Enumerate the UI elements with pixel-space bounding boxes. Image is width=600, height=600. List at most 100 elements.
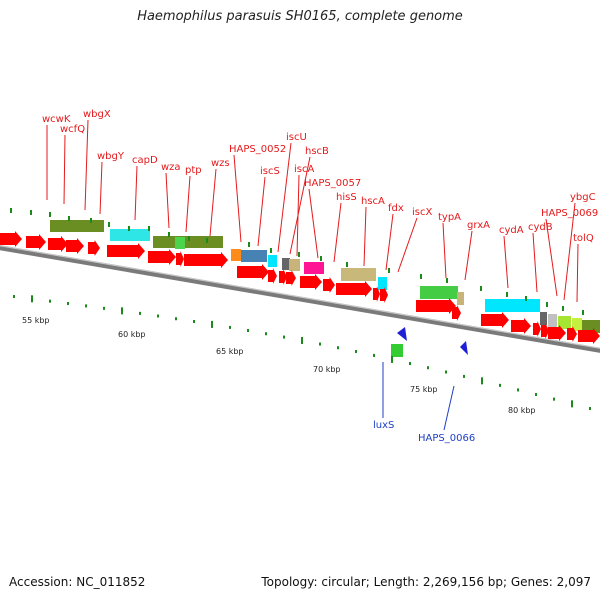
gene-arrow bbox=[286, 270, 296, 286]
scale-label: 75 kbp bbox=[410, 385, 438, 394]
leader-HAPS_0052 bbox=[233, 154, 242, 243]
gene-arrow bbox=[107, 243, 145, 259]
leader-typA bbox=[442, 222, 447, 279]
leader-hscA bbox=[363, 206, 367, 267]
label-wzs: wzs bbox=[211, 158, 230, 169]
feature-tan-typA bbox=[457, 292, 464, 305]
leader-cydB bbox=[532, 232, 538, 293]
gene-arrow bbox=[268, 268, 277, 284]
minor-tick bbox=[175, 317, 177, 321]
label-HAPS_0069: HAPS_0069 bbox=[541, 208, 598, 219]
feature-luxS-green bbox=[391, 344, 403, 357]
feature-marker bbox=[562, 306, 564, 311]
gene-arrow bbox=[88, 240, 100, 256]
scale-label: 60 kbp bbox=[118, 330, 146, 339]
feature-marker bbox=[270, 248, 272, 253]
feature-tan bbox=[289, 259, 300, 271]
gene-arrow bbox=[541, 323, 549, 339]
minor-tick bbox=[283, 335, 285, 339]
gene-arrow bbox=[452, 305, 461, 321]
label-iscX: iscX bbox=[412, 207, 432, 218]
label-iscA: iscA bbox=[294, 164, 314, 175]
major-tick bbox=[31, 295, 33, 303]
gene-arrow bbox=[533, 321, 541, 337]
minor-tick bbox=[409, 362, 411, 366]
feature-cyan-fdx bbox=[378, 277, 387, 290]
minor-tick bbox=[463, 374, 465, 378]
feature-marker bbox=[346, 262, 348, 267]
gene-arrow bbox=[148, 249, 176, 265]
leader-fdx bbox=[385, 213, 394, 271]
label-typA: typA bbox=[438, 212, 461, 223]
scale-label: 70 kbp bbox=[313, 365, 341, 374]
gene-arrow bbox=[0, 231, 22, 247]
gene-arrow bbox=[48, 236, 68, 252]
gene-arrow bbox=[567, 326, 577, 342]
gene-arrow bbox=[416, 298, 456, 314]
gene-arrow bbox=[380, 287, 388, 303]
leader-capD bbox=[134, 165, 138, 221]
feature-marker bbox=[480, 286, 482, 291]
domain-features bbox=[50, 220, 600, 333]
leader-HAPS_0069 bbox=[545, 218, 558, 297]
feature-cyan-small bbox=[268, 255, 277, 267]
scale-label: 80 kbp bbox=[508, 406, 536, 415]
label-hscA: hscA bbox=[361, 196, 385, 207]
feature-marker bbox=[388, 268, 390, 273]
feature-marker bbox=[506, 292, 508, 297]
major-tick bbox=[121, 307, 123, 315]
gene-arrow-luxS bbox=[397, 327, 407, 341]
feature-wcw bbox=[50, 220, 104, 232]
feature-grey-dark bbox=[282, 258, 290, 270]
label-ybgC: ybgC bbox=[570, 192, 596, 203]
gene-arrow bbox=[176, 251, 184, 267]
label-wbgY: wbgY bbox=[97, 151, 125, 162]
gene-arrow bbox=[336, 281, 372, 297]
feature-marker bbox=[108, 222, 110, 227]
feature-marker bbox=[298, 252, 300, 257]
feature-grey-cyd bbox=[540, 312, 547, 325]
leader-cydA bbox=[503, 235, 509, 289]
leader-hscB bbox=[289, 156, 311, 255]
minor-tick bbox=[49, 299, 51, 303]
feature-cap-olive bbox=[153, 236, 223, 248]
label-wza: wza bbox=[161, 162, 181, 173]
label-wbgX: wbgX bbox=[83, 109, 111, 120]
leader-iscA bbox=[296, 174, 300, 257]
feature-cap-cyan bbox=[110, 229, 150, 241]
feature-marker bbox=[90, 218, 92, 223]
minor-tick bbox=[247, 329, 249, 333]
feature-marker bbox=[446, 278, 448, 283]
feature-marker bbox=[168, 232, 170, 237]
major-tick bbox=[301, 337, 303, 344]
minor-tick bbox=[517, 388, 519, 392]
label-hisS: hisS bbox=[336, 192, 357, 203]
minor-tick bbox=[157, 314, 159, 318]
label-ptp: ptp bbox=[185, 165, 202, 176]
minor-tick bbox=[499, 383, 501, 387]
label-wcfQ: wcfQ bbox=[60, 124, 85, 135]
minor-tick bbox=[13, 295, 15, 298]
gene-arrow bbox=[237, 264, 269, 280]
leader-HAPS_0057 bbox=[308, 188, 319, 259]
leader-iscS bbox=[257, 176, 266, 247]
leader-grxA bbox=[464, 230, 473, 281]
feature-marker bbox=[128, 226, 130, 231]
scale-label: 55 kbp bbox=[22, 316, 50, 325]
label-luxS: luxS bbox=[373, 420, 394, 431]
gene-arrow bbox=[184, 252, 228, 268]
scale-label: 65 kbp bbox=[216, 347, 244, 356]
leader-wza bbox=[165, 172, 170, 229]
genome-backbone-highlight bbox=[0, 245, 600, 349]
major-tick bbox=[571, 400, 573, 408]
leader-tolQ bbox=[576, 243, 579, 303]
accession-text: Accession: NC_011852 bbox=[9, 575, 146, 589]
gene-arrow bbox=[578, 328, 600, 344]
feature-cap-green bbox=[175, 237, 185, 249]
minor-tick bbox=[355, 350, 357, 354]
reverse-genes: luxS HAPS_0066 bbox=[373, 327, 475, 444]
label-cydB: cydB bbox=[528, 222, 553, 233]
feature-marker bbox=[10, 208, 12, 213]
